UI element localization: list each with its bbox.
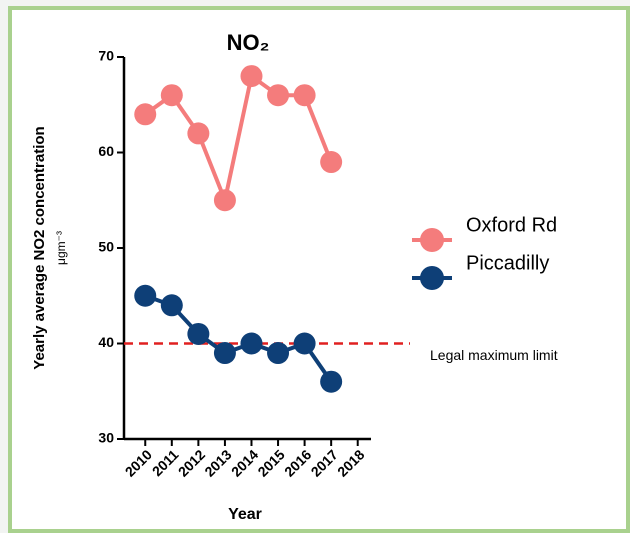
data-point [320, 370, 343, 393]
data-point [267, 342, 290, 365]
data-point [160, 84, 183, 107]
legend-marker [420, 228, 444, 252]
data-point [134, 103, 157, 126]
y-axis-unit: μgm⁻³ [54, 231, 68, 265]
data-point [240, 332, 263, 355]
data-point [293, 84, 316, 107]
reference-label: Legal maximum limit [430, 347, 558, 363]
data-point [267, 84, 290, 107]
legend-label: Piccadilly [466, 252, 549, 274]
data-point [213, 189, 236, 212]
legend-label: Oxford Rd [466, 214, 557, 236]
y-tick-label: 30 [98, 430, 114, 446]
data-point [240, 65, 263, 88]
frame [8, 6, 630, 533]
legend-marker [420, 266, 444, 290]
y-tick-label: 60 [98, 143, 114, 159]
data-point [320, 151, 343, 174]
y-axis-label: Yearly average NO2 concentration [31, 126, 48, 369]
x-axis-label: Year [228, 506, 262, 523]
data-point [134, 284, 157, 307]
data-point [187, 122, 210, 145]
data-point [213, 342, 236, 365]
data-point [187, 322, 210, 345]
y-tick-label: 70 [98, 48, 114, 64]
data-point [293, 332, 316, 355]
data-point [160, 294, 183, 317]
chart-title: NO₂ [227, 30, 270, 55]
y-tick-label: 40 [98, 334, 114, 350]
y-tick-label: 50 [98, 239, 114, 255]
